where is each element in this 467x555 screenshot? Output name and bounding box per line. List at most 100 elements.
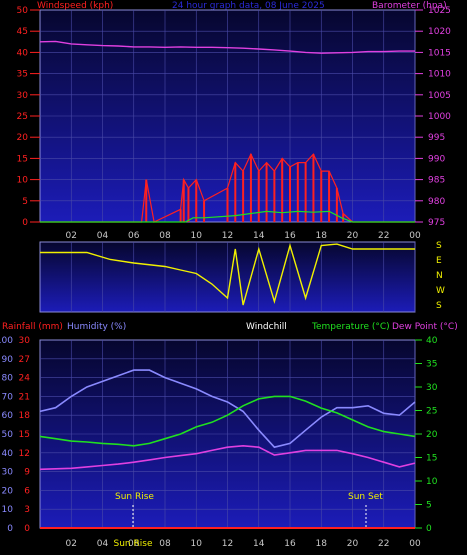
time-tick-label: 00 <box>409 539 421 549</box>
temperature-tick-label: 25 <box>426 407 437 417</box>
windspeed-line <box>40 152 415 223</box>
time-tick-label: 00 <box>409 231 421 241</box>
top-time-ticks: 02 04 06 08 10 12 14 16 18 20 22 00 <box>66 231 421 241</box>
windspeed-tick-label: 15 <box>17 154 28 164</box>
humidity-ticks: 0 10 20 30 40 50 60 70 80 90 100 <box>0 336 13 534</box>
barometer-tick-label: 1000 <box>428 112 451 122</box>
compass-label: S <box>436 241 442 251</box>
windspeed-tick-label: 0 <box>22 218 28 228</box>
sunrise-label: Sun Rise <box>115 492 154 502</box>
time-tick-label: 18 <box>316 231 328 241</box>
humidity-axis-title: Humidity (%) <box>67 322 126 332</box>
barometer-tick-label: 980 <box>428 197 445 207</box>
sun-time-label: Sun Rise <box>114 539 153 549</box>
humidity-tick-label: 80 <box>2 374 14 384</box>
windspeed-tick-label: 35 <box>17 70 28 80</box>
temperature-tick-label: 15 <box>426 454 437 464</box>
rainfall-tick-label: 27 <box>19 355 30 365</box>
rainfall-tick-label: 9 <box>24 468 30 478</box>
windspeed-tick-label: 45 <box>17 27 28 37</box>
time-tick-label: 16 <box>284 539 296 549</box>
temperature-tick-label: 30 <box>426 383 438 393</box>
time-tick-label: 04 <box>97 231 109 241</box>
time-tick-label: 02 <box>66 539 77 549</box>
rainfall-tick-label: 18 <box>19 411 31 421</box>
barometer-line <box>39 40 415 54</box>
time-tick-label: 20 <box>347 231 359 241</box>
windspeed-ticks: 0 5 10 15 20 25 30 35 40 45 50 <box>17 6 40 228</box>
chart-title: 24 hour graph data, 08 June 2025 <box>172 1 325 11</box>
rainfall-tick-label: 12 <box>19 449 30 459</box>
compass-label: N <box>436 271 443 281</box>
temperature-tick-label: 20 <box>426 430 438 440</box>
sunset-label: Sun Set <box>348 492 383 502</box>
humidity-tick-label: 40 <box>2 449 14 459</box>
humidity-tick-label: 30 <box>2 468 14 478</box>
wind-direction-grid <box>70 242 416 312</box>
top-series <box>39 40 415 223</box>
compass-label: S <box>436 301 442 311</box>
barometer-ticks: 975 980 985 990 995 1000 1005 1010 1015 1020 1025 <box>415 6 451 228</box>
windspeed-tick-label: 5 <box>22 197 28 207</box>
windspeed-tick-label: 25 <box>17 112 28 122</box>
time-tick-label: 12 <box>222 539 233 549</box>
time-tick-label: 08 <box>159 231 171 241</box>
compass-label: W <box>436 286 445 296</box>
temperature-tick-label: 40 <box>426 336 438 346</box>
time-tick-label: 10 <box>191 539 203 549</box>
humidity-tick-label: 60 <box>2 411 14 421</box>
barometer-tick-label: 975 <box>428 218 445 228</box>
windspeed-tick-label: 10 <box>17 176 29 186</box>
wind-direction-line <box>40 242 415 306</box>
time-tick-label: 04 <box>97 539 109 549</box>
compass-label: E <box>436 256 442 266</box>
time-tick-label: 08 <box>159 539 171 549</box>
time-tick-label: 10 <box>191 231 203 241</box>
time-tick-label: 14 <box>253 231 265 241</box>
rainfall-ticks: 0 3 6 9 12 15 18 21 24 27 30 <box>19 336 31 534</box>
barometer-tick-label: 1020 <box>428 27 451 37</box>
time-tick-label: 22 <box>378 539 389 549</box>
dewpoint-line <box>39 444 416 471</box>
barometer-tick-label: 985 <box>428 176 445 186</box>
time-tick-label: 02 <box>66 231 77 241</box>
top-grid <box>40 10 416 222</box>
windchill-title: Windchill <box>246 322 287 332</box>
barometer-axis-title: Barometer (hpa) <box>372 1 447 11</box>
windspeed-tick-label: 20 <box>17 133 29 143</box>
time-tick-label: 16 <box>284 231 296 241</box>
humidity-tick-label: 0 <box>7 524 13 534</box>
humidity-tick-label: 100 <box>0 336 13 346</box>
rainfall-tick-label: 6 <box>24 486 30 496</box>
time-tick-label: 14 <box>253 539 265 549</box>
humidity-tick-label: 90 <box>2 355 14 365</box>
rainfall-tick-label: 0 <box>24 524 30 534</box>
barometer-tick-label: 995 <box>428 133 445 143</box>
barometer-tick-label: 1005 <box>428 91 451 101</box>
time-tick-label: 20 <box>347 539 359 549</box>
humidity-tick-label: 50 <box>2 430 14 440</box>
windspeed-tick-label: 30 <box>17 91 29 101</box>
dewpoint-axis-title: Dew Point (°C) <box>392 322 458 332</box>
temperature-line <box>39 395 416 447</box>
time-tick-label: 18 <box>316 539 328 549</box>
humidity-line <box>39 369 416 449</box>
barometer-tick-label: 1025 <box>428 6 451 16</box>
windspeed-axis-title: Windspeed (kph) <box>37 1 113 11</box>
temperature-axis-title: Temperature (°C) <box>311 322 390 332</box>
bottom-time-ticks: 02 04 06 08 10 12 14 16 18 20 22 00 Sun Rise <box>66 539 421 549</box>
rainfall-tick-label: 21 <box>19 392 30 402</box>
rainfall-tick-label: 15 <box>19 430 30 440</box>
time-tick-label: 06 <box>128 231 140 241</box>
windspeed-tick-label: 40 <box>17 48 29 58</box>
temperature-ticks: 0 5 10 15 20 25 30 35 40 <box>415 336 438 534</box>
temperature-tick-label: 0 <box>426 524 432 534</box>
barometer-tick-label: 1015 <box>428 48 451 58</box>
bottom-series <box>39 369 416 529</box>
barometer-tick-label: 1010 <box>428 70 451 80</box>
time-tick-label: 06 <box>128 539 140 549</box>
rainfall-tick-label: 3 <box>24 505 30 515</box>
gust-line <box>40 210 415 223</box>
